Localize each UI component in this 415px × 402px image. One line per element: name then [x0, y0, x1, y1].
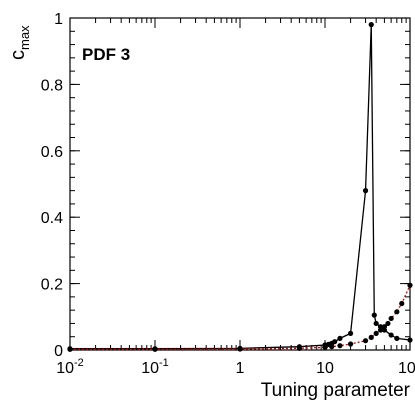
data-point	[394, 309, 400, 315]
y-tick-label: 0.8	[41, 77, 63, 94]
series-line	[70, 284, 411, 350]
data-point	[347, 330, 354, 336]
x-axis-label: Tuning parameter	[261, 380, 411, 401]
x-tick-label-exponent: -2	[74, 357, 84, 369]
data-point	[385, 320, 391, 327]
x-tick-label: 10	[316, 360, 334, 377]
series-line	[70, 24, 411, 350]
y-tick-label: 1	[54, 11, 63, 28]
y-axis-label-subscript: max	[17, 25, 32, 50]
x-tick-label-exponent: -1	[159, 357, 169, 369]
data-point	[152, 346, 158, 352]
data-point	[394, 335, 400, 341]
y-tick-label: 0.6	[41, 144, 63, 161]
data-point	[377, 327, 384, 333]
data-point	[388, 315, 394, 322]
data-point	[381, 324, 388, 330]
x-tick-label: 1	[236, 360, 245, 377]
data-point	[368, 22, 374, 28]
y-tick-label: 0	[54, 343, 63, 360]
x-tick-label-base: 1	[236, 360, 245, 377]
y-tick-label: 0.4	[41, 210, 63, 227]
x-tick-label-base: 10	[316, 360, 334, 377]
x-tick-label-base: 10	[56, 360, 74, 377]
chart-annotation: PDF 3	[82, 45, 130, 64]
data-point	[373, 330, 379, 336]
data-point	[407, 337, 413, 343]
data-point	[347, 341, 354, 347]
x-tick-label: 10-2	[56, 357, 84, 377]
data-point	[332, 339, 338, 345]
y-axis-label-main: c	[7, 50, 29, 60]
data-point	[322, 344, 328, 350]
data-point	[368, 334, 374, 340]
x-tick-label: 102	[398, 357, 415, 377]
data-point	[329, 344, 335, 350]
data-point	[237, 346, 243, 352]
y-tick-label: 0.2	[41, 277, 63, 294]
x-tick-label-base: 10	[141, 360, 159, 377]
data-point	[362, 188, 369, 194]
data-point	[399, 300, 405, 307]
x-tick-label: 10-1	[141, 357, 169, 377]
y-axis-label: cmax	[7, 25, 32, 60]
data-point	[296, 345, 303, 351]
plot-frame	[69, 17, 411, 351]
data-point	[388, 332, 394, 338]
data-point	[337, 335, 343, 341]
data-point	[407, 282, 413, 288]
data-point	[373, 320, 379, 327]
data-point	[67, 346, 73, 352]
x-tick-label-base: 10	[398, 360, 415, 377]
data-point	[371, 312, 377, 318]
data-point	[337, 343, 343, 349]
data-point	[362, 338, 369, 344]
